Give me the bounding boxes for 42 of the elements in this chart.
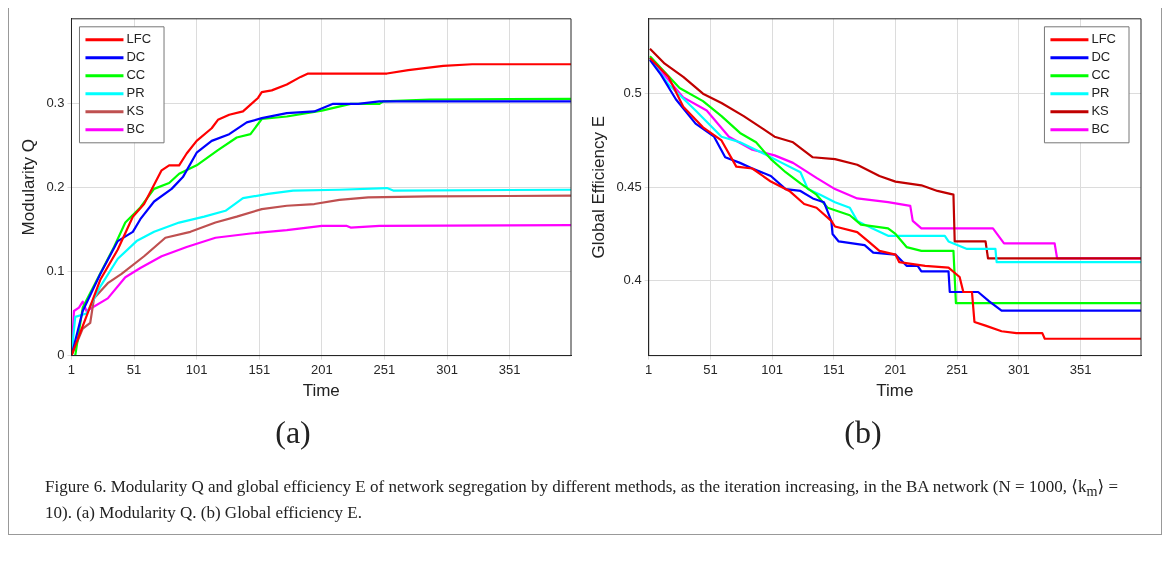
legend-label: CC — [1091, 67, 1111, 83]
x-tick-label: 251 — [946, 361, 969, 377]
x-tick-label: 51 — [126, 361, 142, 377]
x-axis-title: Time — [876, 381, 914, 401]
y-tick-label: 0.5 — [623, 85, 642, 101]
y-tick-label: 0 — [57, 347, 65, 363]
x-tick-label: 101 — [761, 361, 783, 377]
x-tick-label: 251 — [373, 361, 396, 377]
x-tick-label: 1 — [645, 361, 653, 377]
x-tick-label: 351 — [498, 361, 521, 377]
x-axis-title: Time — [302, 381, 340, 401]
y-tick-label: 0.4 — [623, 272, 642, 288]
x-tick-label: 101 — [185, 361, 208, 377]
y-tick-label: 0.3 — [46, 94, 65, 110]
x-tick-label: 1 — [67, 361, 76, 377]
x-tick-label: 151 — [822, 361, 845, 377]
legend-label: PR — [1091, 85, 1110, 101]
x-tick-label: 51 — [703, 361, 718, 377]
x-tick-label: 201 — [884, 361, 907, 377]
text: Figure 6. Modularity Q and global efficiency E of network segregation by different methods, as the iteration increasing, in the BA network (N = 1000, ⟨k$_{m}$⟩ = 10). (a) Modularity Q. (b) Global efficiency E. — [45, 477, 1118, 523]
y-axis-title: Modularity Q — [18, 139, 38, 236]
y-tick-label: 0.45 — [616, 178, 642, 194]
text: (a) — [275, 414, 311, 451]
legend-label: LFC — [1091, 31, 1116, 47]
legend-label: LFC — [126, 31, 152, 47]
x-tick-label: 301 — [436, 361, 458, 377]
legend-label: KS — [1091, 103, 1110, 119]
x-tick-label: 201 — [311, 361, 333, 377]
x-tick-label: 151 — [248, 361, 271, 377]
y-axis-title: Global Efficiency E — [588, 116, 608, 259]
x-tick-label: 351 — [1069, 361, 1092, 377]
legend-label: DC — [126, 49, 146, 65]
legend-label: PR — [126, 85, 145, 101]
legend-label: BC — [126, 121, 145, 137]
text: (b) — [844, 414, 882, 451]
legend-label: KS — [126, 103, 145, 119]
y-tick-label: 0.1 — [46, 262, 65, 278]
y-tick-label: 0.2 — [46, 178, 65, 194]
legend-label: CC — [126, 67, 146, 83]
legend-label: BC — [1091, 121, 1110, 137]
legend-label: DC — [1091, 49, 1111, 65]
x-tick-label: 301 — [1008, 361, 1030, 377]
